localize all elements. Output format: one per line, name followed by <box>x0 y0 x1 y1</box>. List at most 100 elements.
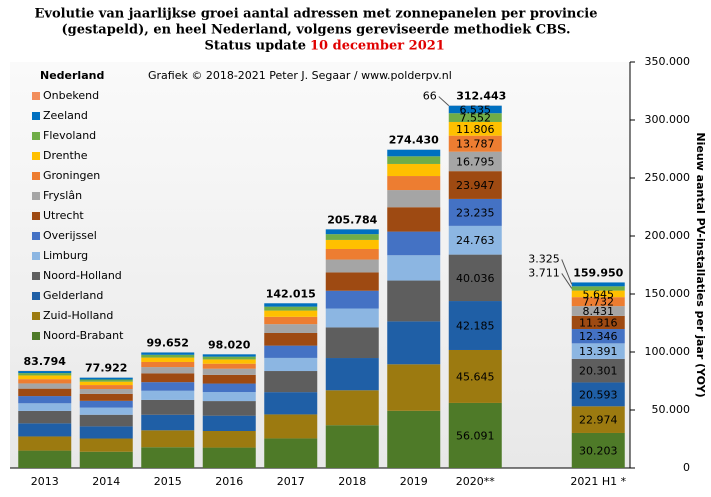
x-tick-label: 2017 <box>277 475 305 488</box>
bar-segment <box>571 306 625 316</box>
value-label: 6.535 <box>460 103 492 116</box>
bar-segment <box>387 207 441 232</box>
bar-segment <box>387 280 441 322</box>
bar-segment <box>202 430 256 448</box>
y-axis-label: Nieuw aantal PV-installaties per jaar (Y… <box>694 132 707 397</box>
legend-swatch <box>32 292 40 300</box>
bar-segment <box>141 430 195 448</box>
value-label: 5.645 <box>583 288 615 301</box>
x-tick-label: 2018 <box>338 475 366 488</box>
bar-segment <box>387 321 441 365</box>
bar-segment <box>141 367 195 374</box>
value-label: 45.645 <box>456 370 495 383</box>
bar-segment <box>325 259 379 273</box>
bar-segment <box>325 248 379 260</box>
legend-swatch <box>32 212 40 220</box>
title-date: 10 december 2021 <box>310 39 445 54</box>
bar-segment <box>18 450 72 468</box>
leader-line <box>561 273 573 289</box>
bar-segment <box>79 385 133 390</box>
bar-segment <box>571 406 625 433</box>
bar-segment <box>141 414 195 431</box>
legend-label: Flevoland <box>43 129 96 142</box>
value-label: 13.391 <box>579 345 618 358</box>
bar-segment <box>264 438 318 468</box>
bar-segment <box>448 113 502 122</box>
y-tick-label: 300.000 <box>645 113 691 126</box>
bar-segment <box>18 373 72 376</box>
legend-label: Onbekend <box>43 89 99 102</box>
total-label: 312.443 <box>456 90 506 103</box>
bar-segment <box>264 303 318 307</box>
bar-segment <box>571 286 625 291</box>
bar-segment <box>264 357 318 372</box>
legend-label: Noord-Brabant <box>43 329 124 342</box>
bar-segment <box>325 308 379 328</box>
title-line: Status update <box>205 39 306 54</box>
x-tick-label: 2021 H1 * <box>570 475 626 488</box>
title-line: (gestapeld), en heel Nederland, volgens … <box>61 23 570 38</box>
legend-swatch <box>32 132 40 140</box>
bar-segment <box>571 432 625 468</box>
x-tick-label: 2019 <box>400 475 428 488</box>
bar-segment <box>79 389 133 394</box>
bar-segment <box>387 364 441 411</box>
bar-segment <box>448 349 502 403</box>
bar-segment <box>448 121 502 136</box>
bar-segment <box>202 374 256 384</box>
value-label: 66 <box>423 90 437 103</box>
value-label: 13.787 <box>456 138 495 151</box>
total-label: 83.794 <box>24 355 67 368</box>
y-tick-label: 50.000 <box>652 403 691 416</box>
bar-segment <box>448 198 502 226</box>
value-label: 20.593 <box>579 388 618 401</box>
bar-segment <box>18 383 72 389</box>
bar-segment <box>141 352 195 355</box>
bar-segment <box>387 163 441 177</box>
bar-segment <box>79 414 133 427</box>
legend-label: Zuid-Holland <box>43 309 113 322</box>
bar-segment <box>325 229 379 235</box>
bar-segment <box>18 396 72 404</box>
bar-segment <box>387 156 441 164</box>
bar-segment <box>325 234 379 240</box>
bar-segment <box>264 316 318 325</box>
bar-segment <box>448 402 502 468</box>
bar-segment <box>79 451 133 468</box>
legend-swatch <box>32 172 40 180</box>
bar-segment <box>448 301 502 350</box>
bar-segment <box>571 282 625 287</box>
legend-swatch <box>32 152 40 160</box>
bar-segment <box>264 324 318 333</box>
bar-segment <box>202 368 256 375</box>
legend-label: Groningen <box>43 169 100 182</box>
legend-label: Utrecht <box>43 209 84 222</box>
value-label: 23.947 <box>456 179 495 192</box>
bar-segment <box>202 447 256 468</box>
bar-segment <box>387 176 441 191</box>
bar-segment <box>141 354 195 358</box>
value-label: 40.036 <box>456 272 495 285</box>
legend-swatch <box>32 312 40 320</box>
legend-swatch <box>32 232 40 240</box>
bar-segment <box>79 438 133 452</box>
value-label: 11.316 <box>579 316 618 329</box>
bar-segment <box>141 361 195 368</box>
bar-segment <box>571 382 625 407</box>
legend-title: Nederland <box>40 69 104 82</box>
y-tick-label: 200.000 <box>645 229 691 242</box>
value-label: 3.325 <box>528 252 560 265</box>
bar-segment <box>264 345 318 358</box>
legend-label: Noord-Holland <box>43 269 122 282</box>
legend-label: Fryslân <box>43 189 82 202</box>
value-label: 16.795 <box>456 155 495 168</box>
bar-segment <box>325 390 379 426</box>
bar-segment <box>264 414 318 439</box>
bar-segment <box>141 399 195 415</box>
bar-segment <box>79 407 133 415</box>
value-label: 20.301 <box>579 365 618 378</box>
legend-swatch <box>32 252 40 260</box>
value-label: 11.806 <box>456 123 495 136</box>
legend-label: Limburg <box>43 249 88 262</box>
